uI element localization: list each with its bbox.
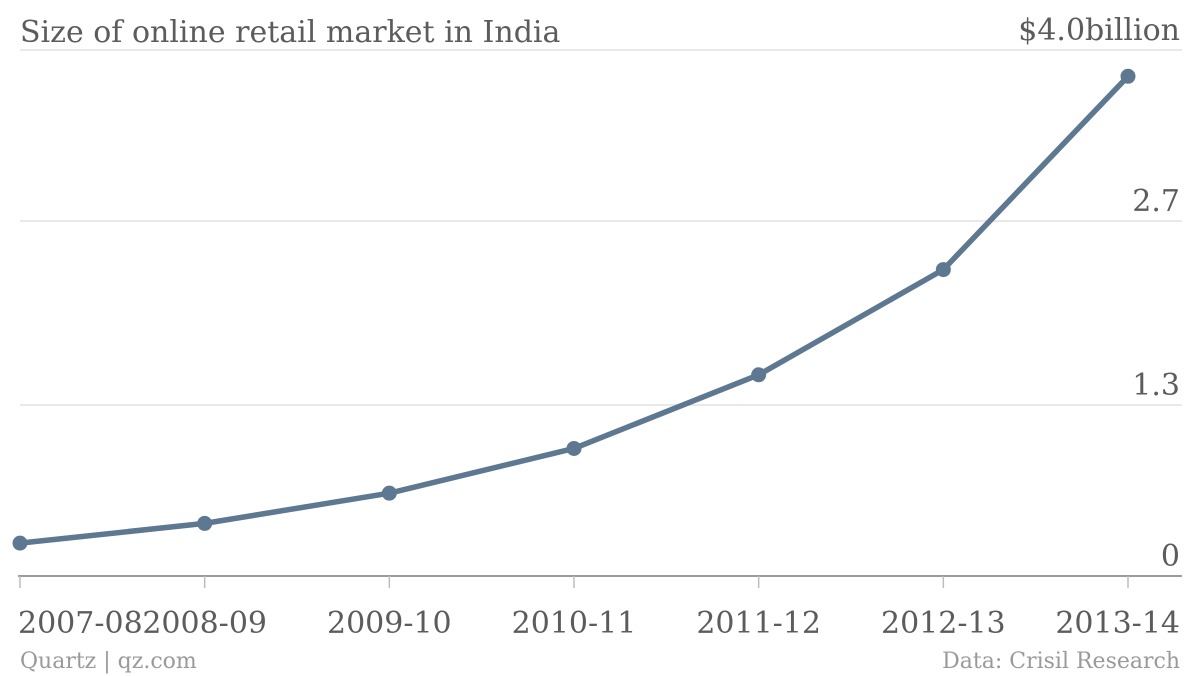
data-source: Data: Crisil Research [942, 649, 1180, 674]
data-point [751, 367, 767, 383]
chart-title: Size of online retail market in India [20, 15, 561, 50]
y-tick-label: 1.3 [1132, 368, 1180, 403]
x-tick-label: 2011-12 [696, 606, 821, 641]
x-tick-label: 2008-09 [142, 606, 267, 641]
x-tick-label: 2010-11 [512, 606, 637, 641]
y-axis-ticks: 0 1.3 2.7 $4.0billion [1018, 13, 1180, 574]
data-point [566, 440, 582, 456]
series-line [17, 73, 1131, 546]
x-tick-label: 2012-13 [881, 606, 1006, 641]
x-tick-label: 2007-08 [18, 606, 143, 641]
x-tick-label: 2013-14 [1055, 606, 1180, 641]
data-point [935, 262, 951, 278]
x-tick-label: 2009-10 [327, 606, 452, 641]
y-tick-label: 2.7 [1132, 184, 1180, 219]
data-point [12, 535, 28, 551]
series-group [12, 68, 1136, 551]
gridlines [20, 49, 1182, 406]
y-tick-label: $4.0billion [1018, 13, 1180, 48]
data-point [381, 485, 397, 501]
y-tick-label: 0 [1161, 539, 1180, 574]
data-point [1120, 68, 1136, 84]
data-point [197, 515, 213, 531]
source-credit: Quartz | qz.com [20, 649, 197, 674]
x-axis-ticks: 2007-08 2008-09 2009-10 2010-11 2011-12 2012-… [18, 576, 1180, 641]
